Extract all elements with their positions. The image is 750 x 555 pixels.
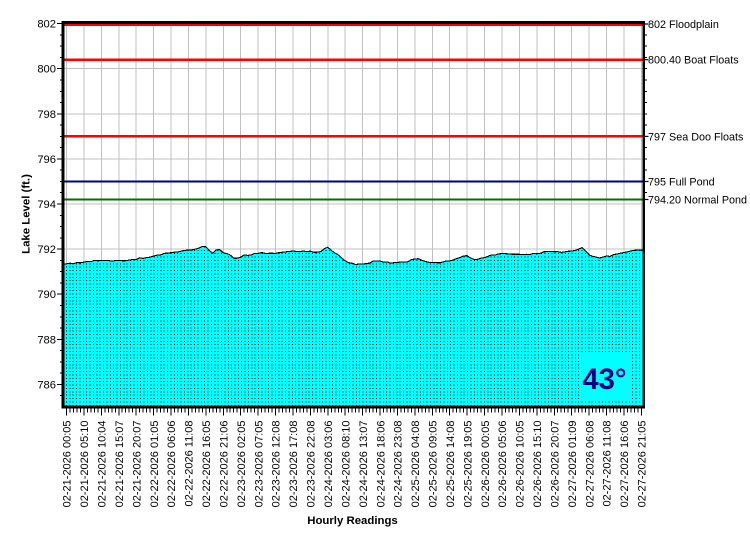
svg-text:02-21-2026 10:04: 02-21-2026 10:04	[97, 421, 109, 508]
svg-text:Hourly Readings: Hourly Readings	[307, 515, 398, 527]
svg-text:786: 786	[37, 379, 56, 391]
svg-text:792: 792	[37, 244, 56, 256]
svg-text:02-23-2026 12:08: 02-23-2026 12:08	[271, 421, 283, 508]
svg-text:Lake Level (ft.): Lake Level (ft.)	[21, 174, 33, 254]
svg-text:02-24-2026 23:08: 02-24-2026 23:08	[393, 421, 405, 508]
svg-text:02-27-2026 06:08: 02-27-2026 06:08	[584, 421, 596, 508]
svg-text:802: 802	[37, 19, 56, 31]
svg-text:02-22-2026 11:08: 02-22-2026 11:08	[184, 421, 196, 507]
svg-text:02-21-2026 05:10: 02-21-2026 05:10	[79, 421, 91, 508]
svg-text:02-27-2026 16:06: 02-27-2026 16:06	[619, 421, 631, 508]
svg-text:02-25-2026 19:05: 02-25-2026 19:05	[462, 421, 474, 508]
svg-text:02-24-2026 08:10: 02-24-2026 08:10	[340, 421, 352, 508]
svg-text:02-25-2026 04:08: 02-25-2026 04:08	[410, 421, 422, 508]
svg-text:43°: 43°	[582, 364, 626, 396]
svg-text:788: 788	[37, 334, 56, 346]
svg-text:790: 790	[37, 289, 56, 301]
svg-text:802 Floodplain: 802 Floodplain	[648, 19, 719, 31]
svg-text:797 Sea Doo Floats: 797 Sea Doo Floats	[648, 131, 744, 143]
svg-text:795 Full Pond: 795 Full Pond	[648, 176, 715, 188]
svg-text:02-25-2026 09:05: 02-25-2026 09:05	[428, 421, 440, 508]
svg-text:02-27-2026 21:05: 02-27-2026 21:05	[637, 421, 649, 508]
svg-text:02-21-2026 20:07: 02-21-2026 20:07	[131, 421, 143, 508]
svg-text:02-26-2026 10:05: 02-26-2026 10:05	[515, 421, 527, 508]
svg-text:02-22-2026 01:05: 02-22-2026 01:05	[149, 421, 161, 508]
svg-text:02-24-2026 13:07: 02-24-2026 13:07	[358, 421, 370, 508]
svg-text:02-23-2026 02:05: 02-23-2026 02:05	[236, 421, 248, 508]
svg-text:02-24-2026 18:06: 02-24-2026 18:06	[375, 421, 387, 508]
svg-text:02-26-2026 20:07: 02-26-2026 20:07	[550, 421, 562, 508]
svg-text:02-22-2026 21:06: 02-22-2026 21:06	[219, 421, 231, 508]
svg-text:02-22-2026 16:05: 02-22-2026 16:05	[201, 421, 213, 508]
svg-text:796: 796	[37, 154, 56, 166]
svg-text:02-26-2026 05:06: 02-26-2026 05:06	[497, 421, 509, 508]
svg-text:02-27-2026 01:09: 02-27-2026 01:09	[567, 421, 579, 508]
svg-text:798: 798	[37, 109, 56, 121]
svg-text:794: 794	[37, 199, 56, 211]
svg-text:02-27-2026 11:08: 02-27-2026 11:08	[602, 421, 614, 507]
svg-text:02-21-2026 15:07: 02-21-2026 15:07	[114, 421, 126, 508]
svg-text:02-21-2026 00:05: 02-21-2026 00:05	[62, 421, 74, 508]
svg-text:02-23-2026 07:05: 02-23-2026 07:05	[253, 421, 265, 508]
svg-text:800: 800	[37, 64, 56, 76]
svg-text:02-25-2026 14:08: 02-25-2026 14:08	[445, 421, 457, 508]
svg-text:02-26-2026 00:05: 02-26-2026 00:05	[480, 421, 492, 508]
svg-text:02-24-2026 03:06: 02-24-2026 03:06	[323, 421, 335, 508]
svg-text:02-22-2026 06:06: 02-22-2026 06:06	[166, 421, 178, 508]
svg-text:02-23-2026 22:08: 02-23-2026 22:08	[306, 421, 318, 508]
svg-text:02-23-2026 17:08: 02-23-2026 17:08	[288, 421, 300, 508]
svg-text:794.20 Normal Pond: 794.20 Normal Pond	[648, 194, 747, 206]
svg-text:02-26-2026 15:10: 02-26-2026 15:10	[532, 421, 544, 508]
svg-text:800.40 Boat Floats: 800.40 Boat Floats	[648, 55, 739, 67]
